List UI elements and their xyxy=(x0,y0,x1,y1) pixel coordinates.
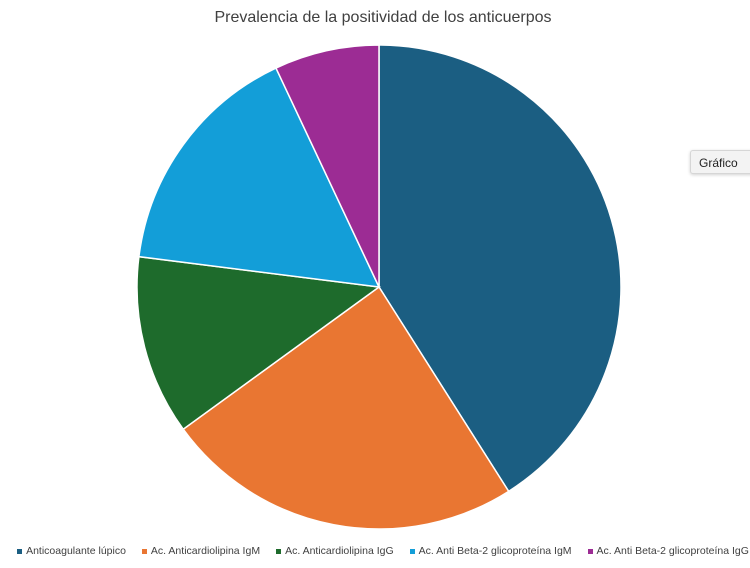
legend-swatch-anticardiolipina-igg xyxy=(276,548,282,554)
legend-label: Ac. Anti Beta-2 glicoproteína IgG xyxy=(596,545,749,557)
legend-label: Ac. Anticardiolipina IgG xyxy=(285,545,394,557)
legend-item-anticoagulante-lupico: Anticoagulante lúpico xyxy=(17,545,126,557)
legend-swatch-anticardiolipina-igm xyxy=(141,548,147,554)
chart-menu-button[interactable]: Gráfico xyxy=(690,150,750,174)
pie-slice-anticoagulante-lupico[interactable] xyxy=(378,44,622,493)
chart-legend: Anticoagulante lúpico Ac. Anticardiolipi… xyxy=(0,545,750,557)
legend-swatch-anticoagulante-lupico xyxy=(17,548,23,554)
legend-item-beta2-igm: Ac. Anti Beta-2 glicoproteína IgM xyxy=(409,545,572,557)
legend-swatch-beta2-igm xyxy=(409,548,415,554)
legend-swatch-beta2-igg xyxy=(587,548,593,554)
legend-item-beta2-igg: Ac. Anti Beta-2 glicoproteína IgG xyxy=(587,545,749,557)
legend-item-anticardiolipina-igg: Ac. Anticardiolipina IgG xyxy=(276,545,394,557)
legend-label: Anticoagulante lúpico xyxy=(26,545,126,557)
pie-slice-beta2-igm[interactable] xyxy=(138,67,381,288)
legend-label: Ac. Anticardiolipina IgM xyxy=(150,545,261,557)
legend-label: Ac. Anti Beta-2 glicoproteína IgM xyxy=(418,545,572,557)
legend-item-anticardiolipina-igm: Ac. Anticardiolipina IgM xyxy=(141,545,261,557)
pie-slice-beta2-igg[interactable] xyxy=(274,44,380,288)
pie-slice-anticardiolipina-igg[interactable] xyxy=(136,255,381,431)
chart-title: Prevalencia de la positividad de los ant… xyxy=(214,9,552,26)
pie-slice-anticardiolipina-igm[interactable] xyxy=(182,285,510,530)
